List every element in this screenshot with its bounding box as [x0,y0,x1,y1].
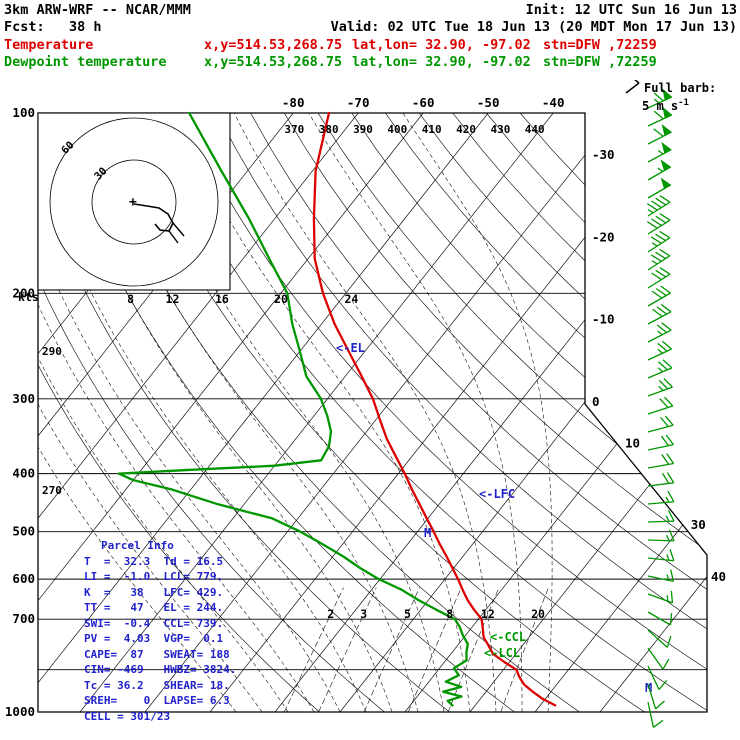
hodograph-trace [133,203,174,232]
pressure-tick-label: 200 [12,285,35,300]
parcel-info-row: Tc = 36.2 SHEAR= 18. [84,678,230,692]
dewpoint-station: stn=DFW ,72259 [543,54,657,70]
isotherm-label: -10 [592,312,615,327]
pressure-tick-label: 400 [12,466,35,481]
level-annotation: <-CCL [490,630,526,644]
theta-label: 270 [42,484,62,497]
level-annotation: M [424,526,431,540]
model-title: 3km ARW-WRF -- NCAR/MMM [4,2,191,18]
dewpoint-curve [117,111,469,707]
moist-adiabat-label: 24 [344,292,358,306]
isotherm-label: -20 [592,229,615,244]
dewpoint-legend-label: Dewpoint temperature [4,54,167,70]
mixing-ratio-label: 5 [404,607,411,621]
mixing-ratio-lines [283,587,549,712]
parcel-info-row: K = 38 LFC= 429. [84,585,224,599]
moist-adiabat-label: 16 [215,292,229,306]
wind-barb-icon [624,78,642,97]
parcel-info-row: CIN= -469 HWBZ= 3824. [84,663,237,676]
isotherm-label: 0 [592,394,600,409]
level-annotation: <-LCL [484,646,520,660]
isotherm-label: -30 [592,147,615,162]
isotherm-label: 30 [691,517,706,532]
plot-outline [37,112,708,713]
mixing-ratio-label: 2 [327,607,334,621]
level-annotation: <-EL [336,341,365,355]
pressure-tick-label: 1000 [5,704,35,719]
parcel-info-row: SWI= -0.4 CCL= 739. [84,616,224,630]
temperature-curve [312,111,557,707]
isotherm-label: 40 [711,569,726,584]
parcel-info-panel: Parcel Info T = 32.3 Td = 16.5 LI = -1.0 … [84,538,236,724]
parcel-info-title: Parcel Info [101,539,174,552]
theta-label: 410 [422,123,442,136]
level-annotation: <-LFC [479,487,515,501]
parcel-info-row: SREH= 0 LAPSE= 6.3 [84,694,230,707]
theta-label: 440 [525,123,545,136]
parcel-info-row: T = 32.3 Td = 16.5 [84,554,224,568]
theta-label: 370 [284,123,304,136]
moist-adiabat-label: 8 [127,292,134,306]
pressure-tick-label: 600 [12,571,35,586]
barb-legend: Full barb: 5 m s-1 [624,78,717,113]
barb-legend-title: Full barb: [644,81,717,95]
theta-label: 390 [353,123,373,136]
hodograph-units-label: kts [18,290,39,304]
temperature-xy: x,y=514.53,268.75 [204,37,343,53]
forecast-hour: Fcst: 38 h [4,19,102,35]
isotherm-label: -70 [347,95,370,110]
moist-adiabat-label: 12 [166,292,180,306]
parcel-info-rows: T = 32.3 Td = 16.5 LI = -1.0 LCL= 779. K =… [84,554,236,725]
temperature-latlon: lat,lon= 32.90, -97.02 [352,37,531,53]
isotherm-label: -50 [477,95,500,110]
parcel-info-row: LI = -1.0 LCL= 779. [84,570,224,583]
parcel-info-row: PV = 4.03 VGP= 0.1 [84,632,224,645]
wind-barbs [646,88,675,728]
parcel-info-row: CAPE= 87 SWEAT= 188 [84,647,230,661]
pressure-tick-label: 500 [12,524,35,539]
dewpoint-xy: x,y=514.53,268.75 [204,54,343,70]
pressure-tick-label: 100 [12,105,35,120]
mixing-ratio-label: 8 [446,607,453,621]
init-time: Init: 12 UTC Sun 16 Jun 13 [525,2,737,18]
moist-adiabat-label: 20 [274,292,288,306]
temperature-legend-label: Temperature [4,37,94,53]
dewpoint-latlon: lat,lon= 32.90, -97.02 [352,54,531,70]
theta-label: 430 [490,123,510,136]
theta-label: 290 [42,345,62,358]
isotherm-label: -40 [542,95,565,110]
hodograph-origin-mark: + [129,195,137,210]
parcel-info-row: CELL = 301/23 [84,709,171,723]
barb-legend-value: 5 m s-1 [642,98,689,113]
pressure-tick-label: 700 [12,611,35,626]
level-annotations: <-EL<-LFC<-CCL<-LCLMM [336,341,652,695]
theta-label: 380 [319,123,339,136]
theta-label: 420 [456,123,476,136]
mixing-ratio-label: 3 [360,607,367,621]
mixing-ratio-label: 20 [531,607,545,621]
isotherm-label: -80 [282,95,305,110]
moist-adiabats [38,113,553,712]
isotherm-label: -60 [412,95,435,110]
valid-time: Valid: 02 UTC Tue 18 Jun 13 (20 MDT Mon … [330,19,737,35]
isotherm-label: 10 [625,436,640,451]
mixing-ratio-label: 12 [481,607,495,621]
temperature-station: stn=DFW ,72259 [543,37,657,53]
theta-label: 400 [387,123,407,136]
parcel-info-row: TT = 47 EL = 244. [84,601,224,614]
pressure-tick-label: 300 [12,391,35,406]
